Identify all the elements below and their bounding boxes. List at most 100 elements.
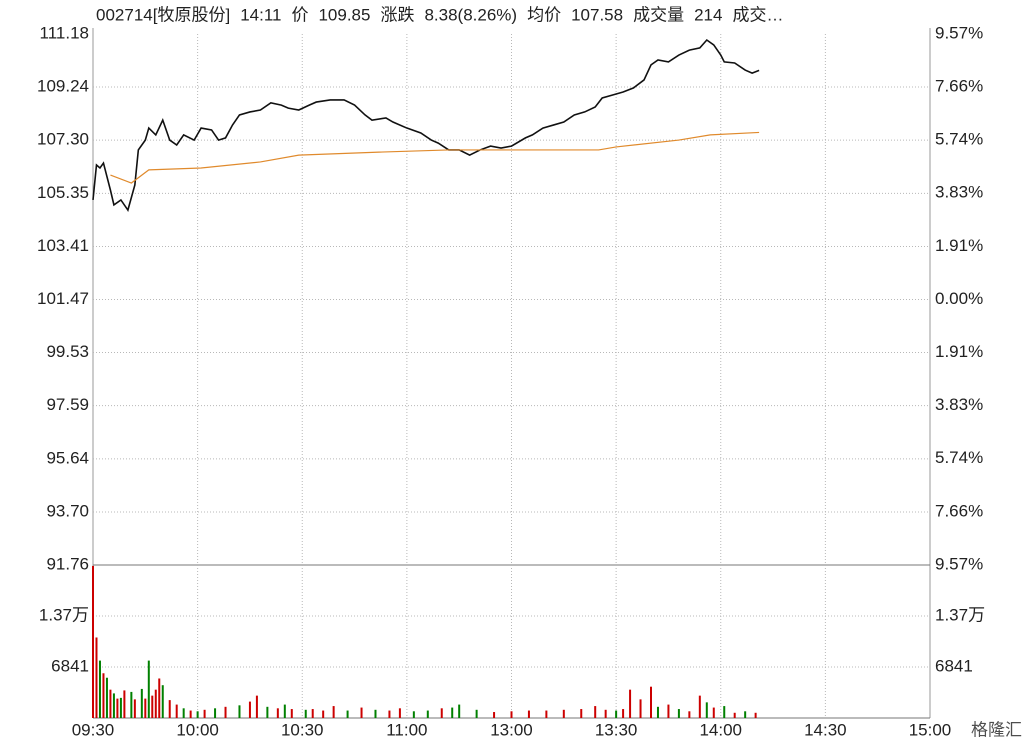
volume-bar bbox=[412, 711, 415, 718]
volume-bar bbox=[615, 710, 618, 718]
y2-tick-label: 5.74% bbox=[935, 448, 983, 467]
volume-bar bbox=[398, 708, 401, 718]
volume-bar bbox=[151, 695, 154, 718]
y2-tick-label: 7.66% bbox=[935, 76, 983, 95]
volume-bar bbox=[622, 709, 625, 718]
volume-bar bbox=[189, 710, 192, 718]
volume-tick-label-right: 1.37万 bbox=[935, 605, 985, 624]
volume-tick-label-right: 6841 bbox=[935, 656, 973, 675]
volume-bar bbox=[116, 698, 119, 718]
header: 002714[牧原股份] 14:11 价 109.85 涨跌 8.38(8.26%) 均价 1… bbox=[96, 5, 783, 24]
x-tick-label: 13:30 bbox=[595, 720, 638, 739]
y-tick-label: 109.24 bbox=[37, 77, 89, 96]
volume-bar bbox=[182, 708, 185, 718]
volume-bar bbox=[276, 708, 279, 718]
volume-bar bbox=[667, 704, 670, 718]
header-item: 成交量 bbox=[633, 5, 684, 24]
volume-bar bbox=[154, 689, 157, 718]
header-item: 107.58 bbox=[571, 5, 623, 24]
volume-bar bbox=[311, 709, 314, 718]
x-tick-label: 09:30 bbox=[72, 720, 115, 739]
header-item: 14:11 bbox=[240, 5, 281, 24]
volume-bar bbox=[629, 689, 632, 718]
y2-tick-label: 7.66% bbox=[935, 501, 983, 520]
volume-bar bbox=[95, 637, 98, 718]
y-tick-label: 101.47 bbox=[37, 289, 89, 308]
volume-bar bbox=[105, 677, 108, 718]
volume-bar bbox=[733, 712, 736, 718]
volume-bar bbox=[161, 685, 164, 718]
volume-bar bbox=[283, 704, 286, 718]
y-tick-label: 103.41 bbox=[37, 236, 89, 255]
volume-bar bbox=[604, 709, 607, 718]
price-line bbox=[110, 131, 760, 184]
header-item: 002714[牧原股份] bbox=[96, 5, 230, 24]
volume-bar bbox=[290, 709, 293, 718]
volume-bar bbox=[102, 673, 105, 718]
header-item: 均价 bbox=[527, 5, 561, 24]
volume-bar bbox=[754, 712, 757, 718]
volume-tick-label: 6841 bbox=[51, 656, 89, 675]
y2-tick-label: 1.91% bbox=[935, 342, 983, 361]
y-tick-label: 95.64 bbox=[46, 448, 89, 467]
volume-bar bbox=[92, 565, 94, 718]
volume-bar bbox=[248, 701, 251, 718]
volume-bar bbox=[158, 678, 161, 718]
volume-bar bbox=[656, 706, 659, 718]
x-tick-label: 10:00 bbox=[176, 720, 219, 739]
y2-tick-label: 0.00% bbox=[935, 289, 983, 308]
volume-bar bbox=[639, 699, 642, 718]
volume-bar bbox=[705, 702, 708, 718]
volume-bar bbox=[109, 689, 112, 718]
volume-tick-label: 1.37万 bbox=[39, 605, 89, 624]
volume-bar bbox=[112, 693, 115, 718]
volume-bar bbox=[510, 711, 513, 718]
volume-bar bbox=[119, 697, 122, 718]
volume-bar bbox=[426, 710, 429, 718]
y-tick-label: 93.70 bbox=[46, 501, 89, 520]
volume-bar bbox=[545, 710, 548, 718]
x-tick-label: 11:00 bbox=[386, 720, 427, 739]
header-item: 涨跌 bbox=[380, 5, 414, 24]
y2-tick-label: 1.91% bbox=[935, 236, 983, 255]
volume-bar bbox=[723, 706, 726, 718]
volume-bar bbox=[712, 707, 715, 718]
volume-bar bbox=[451, 707, 454, 718]
volume-bar bbox=[175, 704, 178, 718]
watermark: 格隆汇 bbox=[971, 720, 1022, 739]
y-tick-label: 91.76 bbox=[46, 554, 89, 573]
volume-bar bbox=[346, 710, 349, 718]
volume-bar bbox=[374, 709, 377, 718]
volume-bar bbox=[224, 706, 227, 718]
volume-bar bbox=[147, 660, 150, 718]
volume-bar bbox=[360, 707, 363, 718]
volume-bar bbox=[123, 690, 126, 718]
volume-bar bbox=[255, 695, 258, 718]
volume-bar bbox=[475, 709, 478, 718]
volume-bar bbox=[744, 711, 747, 718]
header-item: 109.85 bbox=[318, 5, 370, 24]
volume-bar bbox=[527, 710, 530, 718]
header-item: 价 bbox=[291, 5, 308, 24]
volume-bar bbox=[214, 708, 217, 718]
x-tick-label: 10:30 bbox=[281, 720, 324, 739]
volume-bar bbox=[580, 709, 583, 718]
x-tick-label: 13:00 bbox=[490, 720, 533, 739]
header-item: 8.38(8.26%) bbox=[424, 5, 517, 24]
volume-bar bbox=[322, 710, 325, 718]
volume-bar bbox=[332, 706, 335, 718]
volume-bar bbox=[688, 711, 691, 718]
y-tick-label: 99.53 bbox=[46, 342, 89, 361]
volume-bar bbox=[562, 709, 565, 718]
y2-tick-label: 9.57% bbox=[935, 23, 983, 42]
volume-bar bbox=[440, 708, 443, 718]
volume-bar bbox=[458, 704, 461, 718]
volume-bar bbox=[196, 711, 199, 718]
volume-bar bbox=[493, 712, 496, 718]
volume-bar bbox=[203, 709, 206, 718]
x-tick-label: 15:00 bbox=[909, 720, 952, 739]
volume-bar bbox=[140, 688, 143, 718]
